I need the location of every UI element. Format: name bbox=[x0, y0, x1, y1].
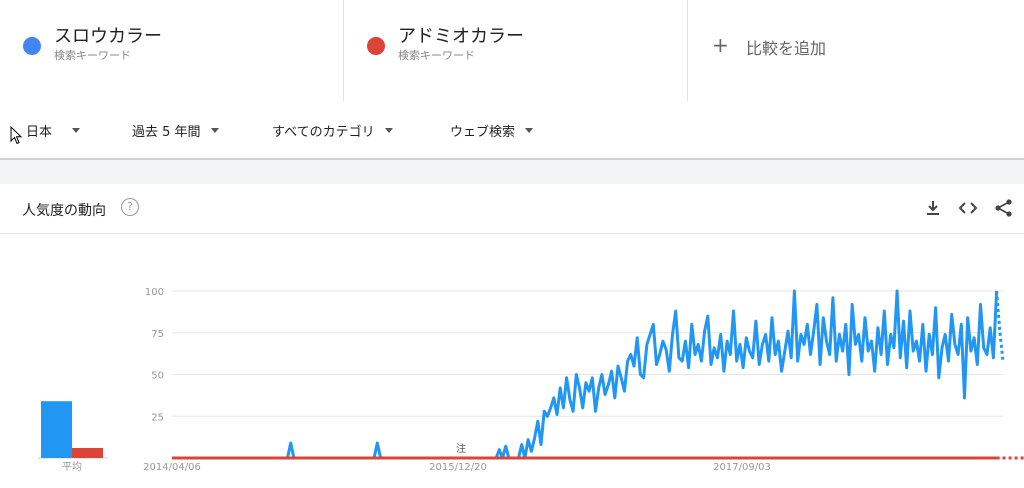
search-type-label: ウェブ検索 bbox=[450, 125, 516, 140]
chevron-down-icon bbox=[525, 128, 534, 133]
search-type-dropdown[interactable]: ウェブ検索 bbox=[450, 121, 534, 140]
download-icon[interactable] bbox=[923, 198, 943, 218]
y-tick-label: 25 bbox=[151, 412, 164, 423]
add-comparison-label: 比較を追加 bbox=[746, 39, 827, 58]
help-icon[interactable]: ? bbox=[121, 198, 139, 216]
term-color-dot bbox=[23, 37, 41, 55]
x-tick-label: 2014/04/06 bbox=[143, 462, 201, 473]
average-bar bbox=[41, 401, 72, 458]
y-tick-label: 75 bbox=[151, 329, 164, 340]
chevron-down-icon bbox=[384, 128, 393, 133]
share-icon[interactable] bbox=[994, 198, 1014, 218]
term-name[interactable]: スロウカラー bbox=[54, 26, 162, 47]
divider bbox=[0, 158, 1024, 160]
term-type: 検索キーワード bbox=[398, 49, 475, 62]
category-dropdown[interactable]: すべてのカテゴリ bbox=[272, 121, 393, 140]
region-label: 日本 bbox=[26, 125, 53, 140]
interest-over-time-chart: 25 50 75 100 2014/04/06 2015/12/20 2017/09/03 注… bbox=[38, 287, 1024, 473]
region-dropdown[interactable]: 日本 bbox=[26, 121, 81, 140]
chevron-down-icon bbox=[210, 128, 219, 133]
card-title: 人気度の動向 bbox=[22, 203, 106, 219]
annotation-marker: 注 bbox=[456, 442, 466, 455]
plus-icon: + bbox=[712, 33, 729, 57]
mouse-cursor-icon bbox=[10, 126, 23, 145]
category-label: すべてのカテゴリ bbox=[272, 125, 375, 140]
section-gap bbox=[0, 160, 1024, 184]
chevron-down-icon bbox=[72, 128, 81, 133]
term-type: 検索キーワード bbox=[54, 49, 131, 62]
y-tick-label: 100 bbox=[145, 287, 164, 298]
interest-over-time-header: 人気度の動向 ? bbox=[0, 184, 1024, 234]
average-label: 平均 bbox=[62, 461, 82, 473]
x-tick-label: 2015/12/20 bbox=[429, 462, 487, 473]
add-comparison-button[interactable]: + 比較を追加 bbox=[688, 0, 1024, 101]
embed-icon[interactable] bbox=[958, 198, 978, 218]
series-line-partial bbox=[995, 290, 1005, 362]
compare-bar: スロウカラー 検索キーワード アドミオカラー 検索キーワード + 比較を追加 bbox=[0, 0, 1024, 102]
y-tick-label: 50 bbox=[151, 371, 164, 382]
search-term-2[interactable]: アドミオカラー 検索キーワード bbox=[344, 0, 688, 101]
period-dropdown[interactable]: 過去 5 年間 bbox=[132, 121, 219, 140]
x-tick-label: 2017/09/03 bbox=[713, 462, 771, 473]
average-bar bbox=[72, 447, 103, 458]
term-name[interactable]: アドミオカラー bbox=[398, 26, 524, 47]
filter-bar: 日本 過去 5 年間 すべてのカテゴリ ウェブ検索 bbox=[0, 101, 1024, 159]
term-color-dot bbox=[367, 37, 385, 55]
search-term-1[interactable]: スロウカラー 検索キーワード bbox=[0, 0, 344, 101]
period-label: 過去 5 年間 bbox=[132, 125, 201, 140]
